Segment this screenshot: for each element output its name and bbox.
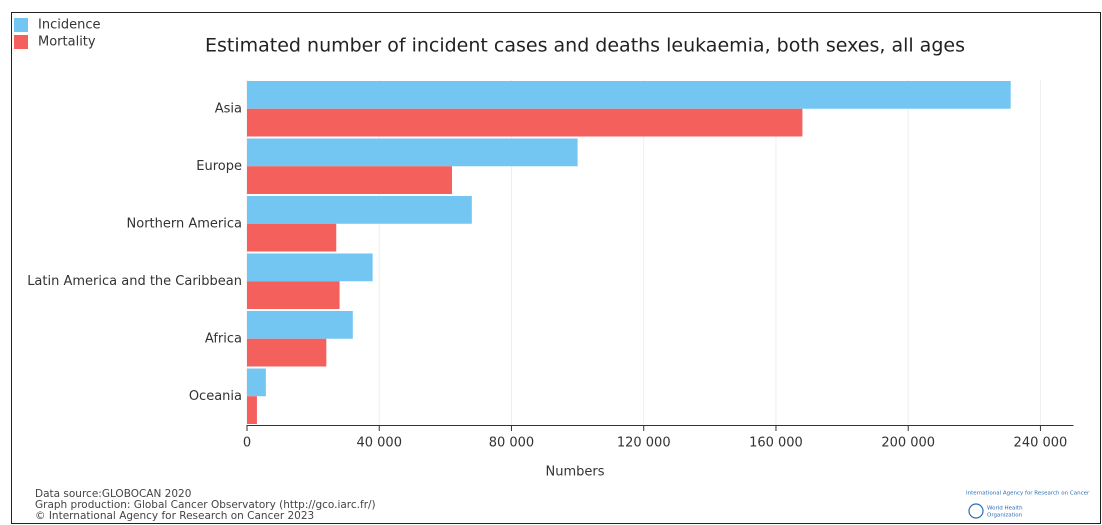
bar xyxy=(247,368,266,397)
y-tick-label: Northern America xyxy=(127,216,242,231)
x-tick-label: 160 000 xyxy=(749,436,803,451)
x-tick-label: 240 000 xyxy=(1014,436,1068,451)
chart-title: Estimated number of incident cases and d… xyxy=(205,35,965,57)
y-tick-label: Africa xyxy=(205,331,242,346)
bar xyxy=(247,281,340,309)
legend-label: Mortality xyxy=(38,35,96,50)
x-tick-label: 200 000 xyxy=(881,436,935,451)
x-tick-label: 40 000 xyxy=(356,436,402,451)
y-tick-label: Asia xyxy=(215,101,242,116)
bar xyxy=(247,166,452,194)
bar xyxy=(247,338,327,367)
bar xyxy=(247,196,472,224)
legend-swatch xyxy=(14,35,28,49)
footnote: Data source:GLOBOCAN 2020 xyxy=(35,488,191,500)
bar xyxy=(247,311,353,339)
x-tick-label: 0 xyxy=(243,436,251,451)
frame xyxy=(11,12,1101,524)
x-tick-label: 80 000 xyxy=(489,436,535,451)
x-axis-label: Numbers xyxy=(546,465,605,480)
bar xyxy=(247,396,257,424)
legend-label: Incidence xyxy=(38,18,100,33)
logo-text: Organization xyxy=(987,513,1023,519)
footnote: © International Agency for Research on C… xyxy=(35,510,314,522)
y-tick-label: Europe xyxy=(196,159,242,174)
bar xyxy=(247,138,578,167)
legend-swatch xyxy=(14,18,28,32)
logo-text: International Agency for Research on Can… xyxy=(966,491,1090,497)
x-tick-label: 120 000 xyxy=(617,436,671,451)
logo-text: World Health xyxy=(987,506,1023,512)
y-tick-label: Oceania xyxy=(189,389,242,404)
y-tick-label: Latin America and the Caribbean xyxy=(27,274,242,289)
bar xyxy=(247,81,1011,109)
footnote: Graph production: Global Cancer Observat… xyxy=(35,499,376,511)
bar xyxy=(247,223,337,252)
bar xyxy=(247,253,373,282)
bar xyxy=(247,108,803,137)
logo-icon xyxy=(968,503,984,519)
